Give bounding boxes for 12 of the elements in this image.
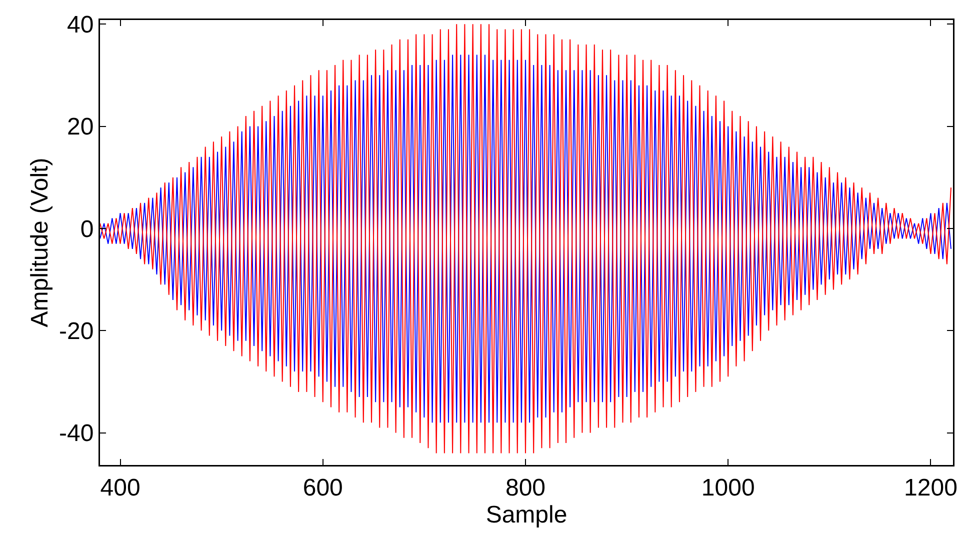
y-tick-label: 40 bbox=[66, 11, 94, 38]
x-axis-title: Sample bbox=[486, 501, 568, 528]
y-tick-label: -20 bbox=[59, 318, 94, 346]
y-tick-label: 20 bbox=[66, 114, 94, 141]
x-tick-label: 800 bbox=[505, 474, 546, 502]
y-tick-label: 0 bbox=[80, 216, 94, 243]
x-tick-label: 600 bbox=[302, 474, 343, 502]
y-tick-label: -40 bbox=[59, 420, 94, 448]
x-tick-label: 400 bbox=[100, 474, 140, 502]
y-axis-title: Amplitude (Volt) bbox=[26, 158, 54, 328]
x-tick-label: 1000 bbox=[701, 474, 755, 502]
x-tick-label: 1200 bbox=[904, 474, 958, 502]
